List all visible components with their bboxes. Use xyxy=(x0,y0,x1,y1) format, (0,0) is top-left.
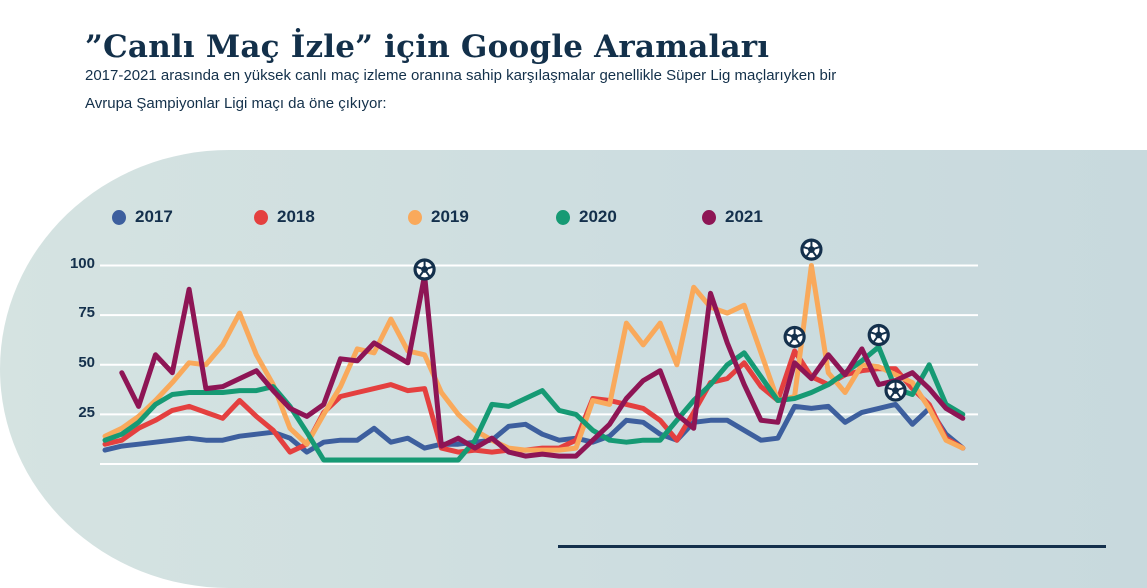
legend-dot-icon xyxy=(254,209,268,225)
y-tick-75: 75 xyxy=(78,304,95,321)
subtitle-line-1: 2017-2021 arasında en yüksek canlı maç i… xyxy=(85,67,837,84)
legend-item-2021: 2021 xyxy=(702,207,763,227)
line-chart xyxy=(100,238,978,465)
legend-label: 2020 xyxy=(579,207,617,226)
soccer-ball-icon xyxy=(867,323,890,347)
series-line-2017 xyxy=(102,401,966,455)
legend-item-2019: 2019 xyxy=(408,207,469,227)
legend-item-2017: 2017 xyxy=(112,207,173,227)
y-tick-50: 50 xyxy=(78,354,95,371)
subtitle: 2017-2021 arasında en yüksek canlı maç i… xyxy=(85,62,985,118)
soccer-ball-icon xyxy=(800,238,823,261)
series-line-2019 xyxy=(102,263,966,453)
bottom-accent-bar xyxy=(558,545,1106,548)
legend-dot-icon xyxy=(702,209,716,225)
subtitle-line-2: Avrupa Şampiyonlar Ligi maçı da öne çıkı… xyxy=(85,95,387,112)
legend-item-2020: 2020 xyxy=(556,207,617,227)
y-tick-25: 25 xyxy=(78,404,95,421)
legend-dot-icon xyxy=(556,209,570,225)
series-line-2020 xyxy=(102,344,966,463)
legend-label: 2018 xyxy=(277,207,315,226)
series-line-2021 xyxy=(119,272,966,459)
chart-legend: 2017 2018 2019 2020 2021 xyxy=(0,207,1147,229)
legend-label: 2019 xyxy=(431,207,469,226)
legend-label: 2017 xyxy=(135,207,173,226)
legend-dot-icon xyxy=(112,209,126,225)
soccer-ball-icon xyxy=(413,258,436,281)
legend-label: 2021 xyxy=(725,207,763,226)
y-tick-100: 100 xyxy=(69,255,95,272)
soccer-ball-icon xyxy=(783,325,806,349)
legend-dot-icon xyxy=(408,209,422,225)
soccer-ball-icon xyxy=(884,379,907,402)
legend-item-2018: 2018 xyxy=(254,207,315,227)
chart-panel-background xyxy=(0,150,1147,588)
page-title: ”Canlı Maç İzle” için Google Aramaları xyxy=(85,28,770,65)
